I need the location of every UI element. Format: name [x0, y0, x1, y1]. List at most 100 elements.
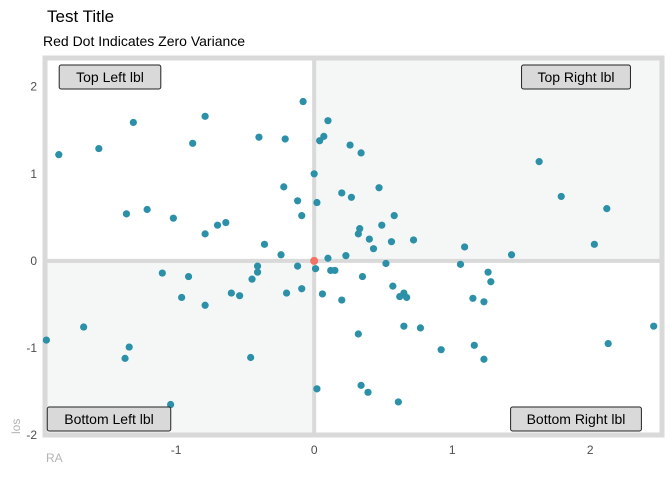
quadrant-top-right	[314, 58, 662, 261]
data-point	[416, 324, 425, 332]
x-tick-label: 0	[311, 443, 318, 457]
data-point	[456, 260, 465, 268]
quadrant-shading	[45, 58, 662, 435]
data-point	[338, 189, 346, 197]
data-point	[318, 290, 327, 298]
quadrant-labels: Top Left lbl Top Right lbl Bottom Left lbl…	[46, 64, 642, 432]
data-point	[298, 211, 306, 220]
data-point	[487, 278, 495, 286]
data-point	[590, 240, 598, 248]
data-point	[125, 343, 133, 351]
data-point	[320, 132, 328, 140]
data-point	[409, 236, 418, 244]
data-point	[311, 265, 320, 273]
data-point	[480, 298, 488, 306]
x-tick-label: -1	[171, 443, 182, 457]
data-point	[121, 354, 129, 362]
data-point	[293, 262, 302, 270]
label-top-right: Top Right lbl	[537, 69, 614, 85]
y-axis-label: los	[9, 419, 23, 434]
data-point	[338, 296, 346, 304]
data-point	[331, 266, 339, 275]
data-point	[357, 381, 365, 389]
data-point	[169, 214, 177, 222]
data-point	[437, 346, 445, 354]
data-point	[484, 268, 492, 276]
data-point	[480, 355, 488, 363]
label-top-right-box	[521, 64, 631, 90]
axes: -1 0 1 2 -2 -1 0 1 2 RA los	[9, 80, 594, 465]
data-point	[469, 294, 477, 302]
data-point	[375, 184, 383, 192]
data-point	[253, 268, 262, 276]
data-point	[122, 210, 131, 218]
data-point	[260, 240, 269, 248]
data-point	[158, 269, 166, 277]
data-point	[603, 205, 611, 213]
data-point	[248, 275, 256, 283]
data-point	[247, 353, 255, 362]
data-point	[227, 289, 235, 297]
data-point	[356, 225, 364, 233]
data-point	[365, 235, 373, 243]
data-point	[364, 388, 372, 396]
plot-frame	[42, 55, 665, 438]
y-tick-label: -2	[26, 428, 37, 442]
data-point	[222, 218, 230, 227]
data-point	[461, 243, 469, 251]
data-point	[129, 118, 137, 127]
chart-subtitle: Red Dot Indicates Zero Variance	[43, 33, 246, 49]
chart-title: Test Title	[47, 7, 115, 26]
data-point	[357, 149, 365, 157]
data-point	[299, 97, 307, 106]
data-point	[470, 341, 478, 349]
data-point	[604, 339, 612, 348]
data-point	[382, 259, 390, 268]
data-point	[347, 193, 356, 201]
data-point	[507, 251, 516, 259]
label-bottom-left: Bottom Left lbl	[64, 411, 154, 427]
data-point	[342, 252, 350, 260]
y-tick-label: 0	[30, 254, 37, 268]
data-point	[236, 292, 244, 300]
data-point	[282, 289, 291, 297]
data-point	[310, 170, 318, 178]
panel-border	[42, 55, 665, 438]
x-axis-label: RA	[46, 451, 63, 465]
data-point	[298, 285, 306, 293]
data-point	[277, 251, 285, 259]
data-point	[80, 323, 88, 331]
data-point	[95, 144, 103, 153]
data-point	[167, 400, 175, 409]
data-point	[42, 336, 50, 344]
data-point	[389, 282, 397, 290]
data-point	[557, 192, 565, 201]
label-top-left-box	[58, 64, 162, 90]
data-point	[184, 272, 193, 281]
y-tick-label: 2	[30, 80, 37, 94]
data-point	[189, 139, 197, 147]
x-tick-label: 1	[449, 443, 456, 457]
data-point	[535, 158, 543, 166]
data-point	[324, 117, 332, 125]
data-point	[281, 135, 289, 143]
data-point	[213, 221, 222, 229]
data-point	[394, 398, 402, 406]
y-tick-label: 1	[30, 167, 37, 181]
data-point	[293, 197, 302, 205]
y-tick-label: -1	[26, 341, 37, 355]
data-point	[354, 330, 362, 338]
label-bottom-left-box	[46, 406, 172, 432]
label-top-left: Top Left lbl	[76, 69, 144, 85]
data-point	[280, 183, 288, 191]
zero-variance-point	[310, 256, 319, 265]
data-points	[42, 69, 658, 409]
data-point	[378, 221, 386, 229]
data-point	[313, 198, 321, 207]
data-point	[387, 238, 396, 246]
data-point	[201, 112, 209, 120]
data-point	[253, 262, 262, 270]
data-point	[201, 230, 209, 238]
data-point	[650, 322, 658, 330]
